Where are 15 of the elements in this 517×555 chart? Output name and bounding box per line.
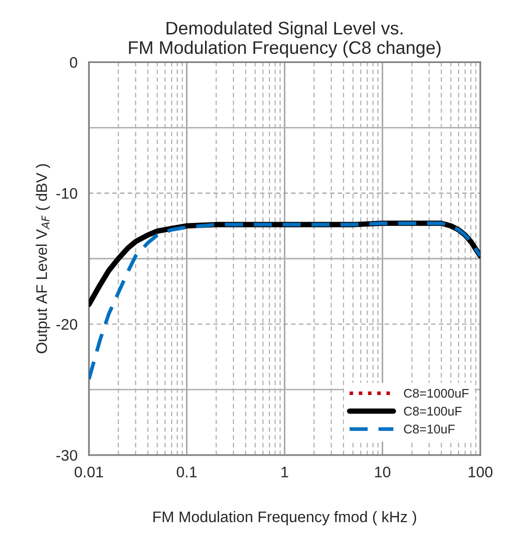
y-tick-label: -20 bbox=[56, 318, 78, 330]
legend-label: C8=10uF bbox=[404, 424, 455, 434]
x-tick-label: 1 bbox=[282, 466, 288, 478]
x-tick-label: 10 bbox=[375, 466, 390, 478]
chart-title: Demodulated Signal Level vs. FM Modulation Frequency (C8 change) bbox=[129, 21, 441, 58]
x-axis-title: FM Modulation Frequency fmod ( kHz ) bbox=[153, 511, 416, 526]
x-tick-label: 100 bbox=[468, 466, 492, 478]
legend-label: C8=1000uF bbox=[404, 388, 469, 398]
y-tick-label: -10 bbox=[56, 188, 78, 199]
legend-label: C8=100uF bbox=[404, 406, 462, 416]
y-tick-label: 0 bbox=[70, 57, 78, 68]
x-tick-label: 0.01 bbox=[74, 466, 104, 478]
x-tick-label: 0.1 bbox=[176, 466, 197, 478]
y-tick-label: -30 bbox=[56, 450, 78, 461]
y-axis-title: Output AF Level V$_{AF}$ ( dBV ) bbox=[36, 164, 50, 354]
